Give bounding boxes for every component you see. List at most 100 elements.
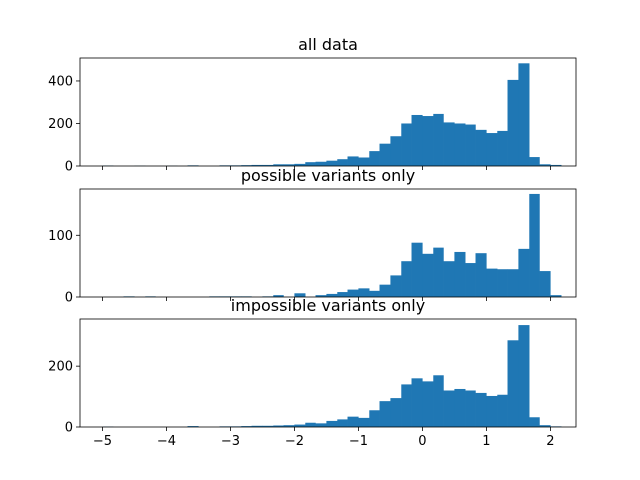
subplot-possible-variants: 0 100 possible variants only — [48, 166, 577, 306]
histogram-bar — [369, 410, 380, 427]
histogram-bar — [262, 164, 274, 166]
histogram-bar — [315, 161, 327, 166]
histogram-bar — [251, 425, 263, 427]
axes-frame — [79, 57, 577, 167]
histogram-bar — [550, 164, 562, 166]
histogram-bar — [454, 123, 466, 166]
histogram-bar — [507, 340, 519, 427]
histogram-bar — [390, 136, 402, 166]
histogram-bar — [411, 378, 423, 427]
y-tick-label: 200 — [48, 360, 73, 375]
histogram-bar — [337, 159, 348, 166]
histogram-bar — [507, 269, 519, 297]
histogram-bar — [454, 251, 466, 297]
histogram-bar — [251, 164, 263, 166]
histogram-bar — [475, 392, 487, 427]
histogram-bar — [390, 398, 402, 427]
y-tick-label: 400 — [48, 74, 73, 89]
histogram-bar — [422, 253, 434, 297]
histogram-bar — [550, 295, 562, 297]
x-tick-label: −4 — [157, 434, 176, 449]
histogram-bar — [379, 143, 391, 166]
histogram-bar — [401, 261, 412, 297]
histogram-bar — [443, 261, 455, 297]
histogram-bar — [262, 425, 274, 427]
histogram-bar — [358, 157, 370, 166]
histogram-bar — [337, 292, 348, 297]
histogram-bar — [539, 425, 551, 427]
histogram-bar — [347, 156, 359, 166]
histogram-bar — [401, 384, 412, 427]
histogram-bar — [539, 271, 551, 297]
histogram-bar — [422, 116, 434, 166]
histogram-bar — [283, 164, 295, 166]
histogram-bar — [518, 248, 530, 297]
histogram-bar — [379, 401, 391, 427]
y-tick-label: 0 — [65, 160, 73, 175]
axes-frame — [79, 188, 577, 298]
histogram-bar — [294, 163, 306, 166]
x-tick-label: −1 — [349, 434, 368, 449]
histogram-bar — [465, 390, 476, 427]
histogram-bar — [497, 130, 508, 166]
y-tick-label: 100 — [48, 229, 73, 244]
histogram-bar — [497, 394, 508, 427]
y-tick-label: 0 — [65, 291, 73, 306]
subplot-title: possible variants only — [241, 166, 415, 185]
subplot-all-data: 0 200 400 all data — [48, 35, 577, 175]
histogram-bar — [369, 151, 380, 166]
histogram-bar — [347, 416, 359, 427]
x-tick-label: 1 — [482, 434, 490, 449]
histogram-bar — [241, 165, 252, 166]
histogram-bar — [475, 129, 487, 166]
histogram-bar — [411, 114, 423, 166]
axes-frame — [79, 318, 577, 428]
histogram-bar — [326, 293, 338, 297]
histogram-bar — [326, 420, 338, 427]
x-tick-label: −3 — [221, 434, 240, 449]
x-tick-label: 2 — [546, 434, 554, 449]
histogram-bar — [358, 288, 370, 297]
histogram-bar — [497, 269, 508, 297]
y-tick-label: 0 — [65, 421, 73, 436]
histogram-bar — [401, 123, 412, 166]
histogram-bar — [433, 375, 444, 427]
histogram-bar — [486, 395, 498, 427]
histogram-bar — [486, 133, 498, 166]
histogram-bar — [294, 424, 306, 427]
histogram-bar — [433, 247, 444, 297]
histogram-bar — [443, 122, 455, 166]
histogram-bars — [102, 63, 562, 167]
histogram-bar — [273, 164, 284, 166]
x-tick-label: −5 — [93, 434, 112, 449]
histogram-bar — [305, 422, 316, 427]
histogram-bar — [422, 381, 434, 427]
subplot-title: all data — [298, 35, 358, 54]
histogram-bar — [273, 425, 284, 427]
histogram-bar — [337, 419, 348, 427]
histogram-bar — [465, 263, 476, 297]
histogram-bar — [369, 290, 380, 297]
histogram-bar — [475, 253, 487, 297]
histogram-bar — [315, 295, 327, 297]
histogram-bar — [539, 164, 551, 166]
histogram-bar — [390, 275, 402, 297]
histogram-bar — [283, 425, 295, 427]
histogram-bar — [529, 417, 540, 427]
histogram-bar — [187, 426, 199, 427]
x-tick-label: 0 — [418, 434, 426, 449]
histogram-bar — [443, 390, 455, 427]
histogram-bar — [518, 63, 530, 167]
histogram-bar — [358, 417, 370, 427]
histogram-bar — [347, 289, 359, 297]
histogram-bar — [507, 79, 519, 166]
histogram-bar — [294, 293, 306, 297]
histogram-bar — [326, 160, 338, 166]
histogram-bar — [529, 193, 540, 297]
y-tick-label: 200 — [48, 117, 73, 132]
histogram-bar — [241, 426, 252, 427]
histogram-bar — [486, 268, 498, 297]
histogram-bar — [379, 284, 391, 297]
histogram-bar — [529, 157, 540, 166]
